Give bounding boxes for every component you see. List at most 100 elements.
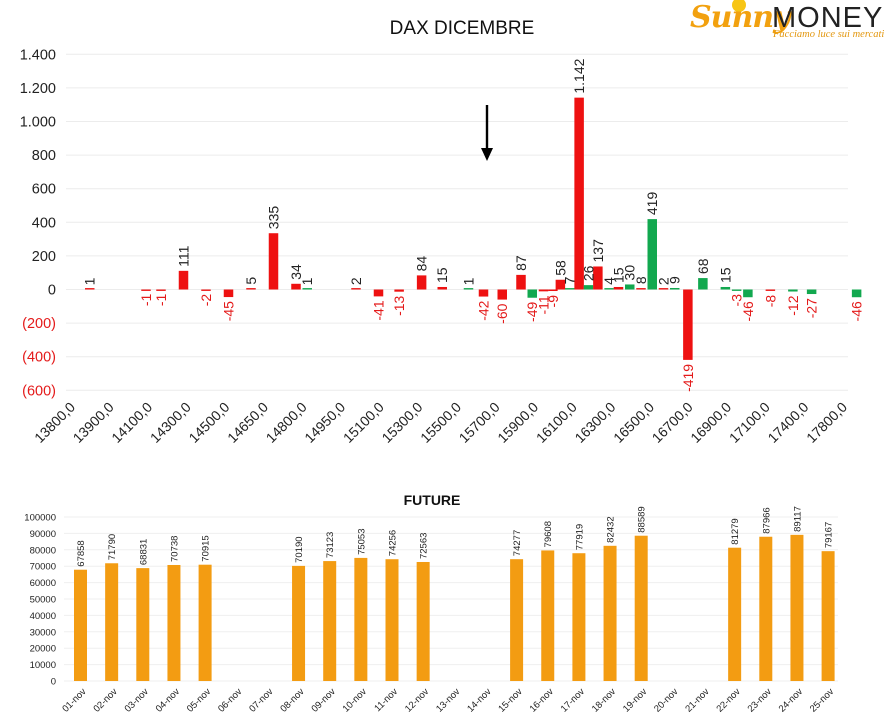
- dax-data-label: -12: [785, 295, 801, 315]
- future-x-tick-label: 16-nov: [528, 686, 556, 714]
- future-data-label: 70190: [294, 536, 305, 562]
- future-data-label: 87966: [761, 507, 772, 533]
- future-y-tick-label: 30000: [30, 627, 56, 638]
- dax-bar: [246, 288, 256, 290]
- dax-y-tick-label: 1.200: [20, 81, 56, 97]
- dax-y-tick-label: 0: [48, 283, 56, 299]
- dax-bar: [555, 279, 566, 290]
- future-data-label: 70738: [169, 536, 180, 562]
- dax-gridlines: [66, 53, 848, 391]
- dax-data-label: 30: [622, 265, 638, 281]
- dax-bar: [201, 289, 211, 291]
- future-bars: [74, 534, 835, 681]
- dax-bar: [223, 289, 234, 298]
- dax-data-label: -11: [536, 295, 552, 314]
- dax-data-label: 419: [644, 192, 660, 216]
- dax-bar: [647, 219, 657, 290]
- dax-bar: [613, 286, 624, 290]
- future-bar: [292, 565, 306, 681]
- dax-x-tick-label: 17400,0: [764, 399, 811, 446]
- future-bar: [541, 550, 555, 681]
- dax-y-tick-label: 200: [32, 249, 56, 265]
- dax-data-label: 68: [695, 258, 711, 274]
- dax-bar: [658, 288, 669, 290]
- future-y-tick-label: 40000: [30, 611, 56, 622]
- dax-data-label: 34: [288, 264, 304, 280]
- dax-y-tick-label: 600: [32, 182, 56, 198]
- future-y-tick-label: 90000: [30, 529, 56, 540]
- dax-x-tick-label: 15100,0: [340, 399, 387, 446]
- dax-data-label: -1: [153, 293, 169, 306]
- future-bar: [634, 535, 648, 681]
- future-gridlines: [64, 516, 838, 682]
- dax-y-tick-label: (600): [22, 383, 56, 399]
- dax-data-label: -13: [391, 295, 407, 315]
- future-y-tick-label: 0: [51, 677, 56, 688]
- future-x-tick-label: 22-nov: [714, 686, 742, 714]
- dax-data-label: 5: [243, 277, 259, 285]
- future-bar: [354, 557, 368, 681]
- dax-data-label: -1: [138, 293, 154, 306]
- dax-data-label: -46: [849, 301, 865, 321]
- dax-x-tick-label: 15500,0: [417, 399, 464, 446]
- dax-x-tick-label: 14950,0: [301, 399, 348, 446]
- dax-bars: [85, 97, 862, 360]
- future-bar: [603, 545, 617, 681]
- dax-bar: [851, 289, 862, 298]
- future-bar: [198, 564, 212, 681]
- dax-bar: [743, 289, 753, 298]
- dax-data-label: 2: [656, 277, 672, 285]
- dax-chart: DAX DICEMBRE 1.400 1.200 1.000 800 600 400 200…: [20, 18, 865, 446]
- dax-y-tick-label: 1.400: [20, 47, 56, 63]
- dax-x-tick-label: 15700,0: [456, 399, 503, 446]
- dax-bar: [302, 288, 312, 290]
- dax-y-tick-label: (200): [22, 316, 56, 332]
- brand-logo: Sunny MONEY Facciamo luce sui mercati: [686, 0, 886, 40]
- future-bar: [510, 559, 524, 681]
- future-x-tick-label: 24-nov: [777, 686, 805, 714]
- dax-y-axis: 1.400 1.200 1.000 800 600 400 200 0 (200) (400) (6…: [20, 47, 56, 399]
- dax-data-label: 137: [590, 239, 606, 263]
- dax-bar: [373, 289, 384, 297]
- dax-bar: [574, 97, 584, 290]
- dax-x-tick-label: 14650,0: [224, 399, 271, 446]
- dax-data-label: -45: [221, 301, 237, 321]
- future-bar: [323, 561, 337, 681]
- future-bar: [790, 534, 804, 681]
- dax-data-label: 4: [601, 277, 617, 285]
- dax-bar: [593, 266, 603, 290]
- dax-data-label: -3: [729, 294, 745, 307]
- dax-data-label: -49: [524, 302, 540, 322]
- future-data-label: 73123: [325, 532, 336, 558]
- dax-data-label: -9: [545, 295, 561, 308]
- dax-y-tick-label: 400: [32, 215, 56, 231]
- future-bar: [821, 551, 835, 681]
- dax-data-label: 1: [461, 277, 477, 285]
- dax-bar: [291, 283, 301, 290]
- dax-data-label: 26: [581, 265, 597, 281]
- dax-x-tick-label: 15300,0: [378, 399, 425, 446]
- future-y-tick-label: 10000: [30, 660, 56, 671]
- dax-x-tick-label: 15900,0: [494, 399, 541, 446]
- future-x-tick-label: 08-nov: [278, 686, 306, 714]
- arrow-down-icon: [481, 105, 493, 161]
- future-y-tick-label: 100000: [24, 513, 56, 524]
- dax-bar: [268, 233, 279, 290]
- future-y-tick-label: 50000: [30, 595, 56, 606]
- future-data-label: 82432: [606, 516, 617, 542]
- future-bar: [105, 563, 119, 681]
- dax-bar: [351, 288, 361, 290]
- dax-bar: [636, 288, 646, 290]
- dax-data-label: -2: [198, 294, 214, 307]
- dax-x-tick-label: 13900,0: [70, 399, 117, 446]
- dax-bar: [478, 289, 489, 297]
- future-x-tick-label: 02-nov: [91, 686, 119, 714]
- future-x-tick-label: 04-nov: [154, 686, 182, 714]
- future-bar: [385, 559, 399, 681]
- dax-data-label: -42: [476, 300, 492, 320]
- future-chart-title: FUTURE: [404, 492, 461, 508]
- dax-data-label: 1: [299, 277, 315, 285]
- dax-data-label: 1: [82, 277, 98, 285]
- future-data-label: 68831: [138, 539, 149, 565]
- dax-x-tick-label: 14500,0: [185, 399, 232, 446]
